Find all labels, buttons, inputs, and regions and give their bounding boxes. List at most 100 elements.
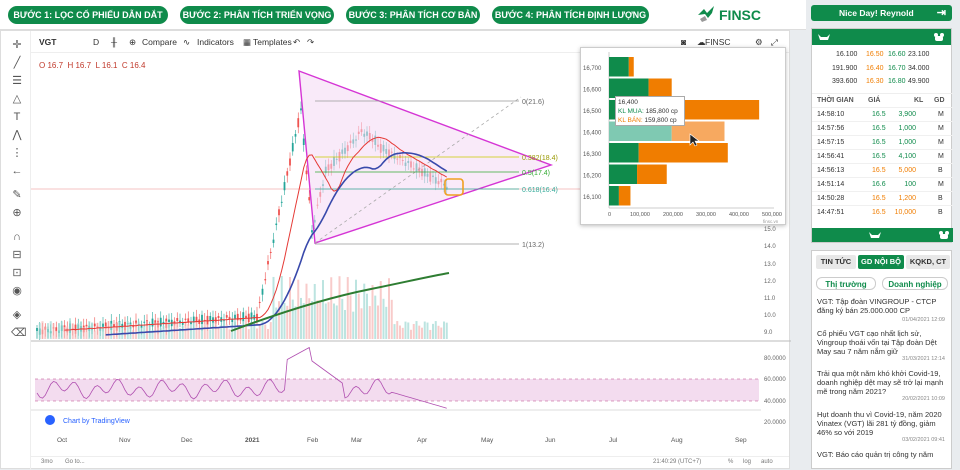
news-title[interactable]: VGT: Báo cáo quản trị công ty năm — [817, 450, 934, 459]
bid-price[interactable]: 16.50 — [866, 51, 884, 58]
tab-results[interactable]: KQKD, CT — [906, 255, 950, 269]
volume-bar — [385, 306, 388, 339]
eye-icon[interactable]: ◉ — [12, 285, 22, 297]
volume-bar — [319, 300, 322, 339]
step-3-button[interactable]: BƯỚC 3: PHÂN TÍCH CƠ BẢN — [346, 6, 480, 24]
trade-time: 14:57:15 — [817, 139, 845, 146]
camera-icon[interactable]: ◙ — [681, 37, 687, 47]
news-item[interactable]: Cổ phiếu VGT cạo nhất lịch sử, Vingroup … — [817, 329, 949, 356]
step-2-button[interactable]: BƯỚC 2: PHÂN TÍCH TRIỂN VỌNG — [180, 6, 334, 24]
bear-icon — [939, 231, 949, 239]
news-panel: TIN TỨC GD NỘI BỘ KQKD, CT Thị trường Do… — [811, 250, 952, 469]
step-4-button[interactable]: BƯỚC 4: PHÂN TÍCH ĐỊNH LƯỢNG — [492, 6, 649, 24]
rsi-line — [36, 346, 447, 409]
bid-price[interactable]: 16.30 — [866, 78, 884, 85]
fib-label-1: 1(13.2) — [522, 242, 544, 249]
back-arrow-icon[interactable]: ← — [11, 165, 23, 177]
magnet-icon[interactable]: ∩ — [13, 231, 21, 243]
news-title[interactable]: Trải qua một năm khó khởi Covid-19, doan… — [817, 369, 944, 396]
vp-sell-bar[interactable] — [618, 186, 631, 206]
percent-toggle[interactable]: % — [728, 459, 734, 465]
trade-side: B — [938, 209, 943, 216]
indicators-button[interactable]: Indicators — [197, 37, 234, 47]
news-item[interactable]: Trải qua một năm khó khởi Covid-19, doan… — [817, 369, 949, 396]
zoom-icon[interactable]: ⊕ — [12, 207, 22, 219]
candle-style-icon[interactable]: ╫ — [111, 37, 118, 47]
vp-buy-bar[interactable] — [609, 121, 672, 142]
tradingview-credit[interactable]: Chart by TradingView — [63, 418, 131, 425]
vp-sell-bar[interactable] — [638, 143, 728, 163]
brush-icon[interactable]: △ — [12, 93, 22, 105]
cloud-icon[interactable]: ☁ — [697, 37, 706, 47]
crosshair-icon[interactable]: ✛ — [12, 39, 22, 51]
compare-button[interactable]: Compare — [142, 37, 177, 47]
rsi-tick: 40.0000 — [764, 399, 786, 405]
news-item[interactable]: VGT: Tập đoàn VINGROUP - CTCP đăng ký bá… — [817, 297, 949, 315]
trade-vol: 1,000 — [898, 139, 916, 146]
news-item[interactable]: Hụt doanh thu vì Covid-19, năm 2020 Vina… — [817, 410, 949, 437]
bid-price[interactable]: 16.40 — [866, 65, 884, 72]
news-title[interactable]: Cổ phiếu VGT cạo nhất lịch sử, Vingroup … — [817, 329, 937, 356]
vp-buy-bar[interactable] — [609, 143, 639, 163]
tab-news[interactable]: TIN TỨC — [816, 255, 856, 269]
news-title[interactable]: VGT: Tập đoàn VINGROUP - CTCP đăng ký bá… — [817, 297, 937, 315]
subtab-enterprise[interactable]: Doanh nghiệp — [882, 277, 948, 290]
candle — [305, 170, 308, 175]
fib-icon[interactable]: ⋮ — [11, 147, 23, 159]
interval-button[interactable]: D — [93, 37, 100, 47]
volume-bar — [275, 307, 278, 339]
settings-icon[interactable]: ⚙ — [755, 37, 763, 47]
candle — [264, 279, 267, 281]
news-item[interactable]: VGT: Báo cáo quản trị công ty năm — [817, 450, 949, 459]
volume-bar — [63, 326, 66, 339]
fullscreen-icon[interactable]: ⤢ — [771, 37, 778, 47]
templates-button[interactable]: Templates — [253, 37, 292, 47]
vp-x-tick: 500,000 — [762, 212, 782, 218]
step-1-button[interactable]: BƯỚC 1: LỌC CỔ PHIẾU DẪN DẮT — [8, 6, 168, 24]
pattern-icon[interactable]: ⋀ — [12, 129, 22, 141]
volume-bar — [245, 324, 247, 339]
vp-sell-bar[interactable] — [637, 164, 667, 185]
tab-insider[interactable]: GD NỘI BỘ — [858, 255, 904, 269]
vp-buy-bar[interactable] — [609, 186, 619, 206]
highlight-box[interactable] — [444, 178, 464, 196]
volume-group — [36, 276, 448, 339]
undo-icon[interactable]: ↶ — [293, 37, 301, 47]
trade-side: M — [938, 139, 944, 146]
ask-price[interactable]: 16.80 — [888, 78, 906, 85]
goto-button[interactable]: Go to... — [65, 459, 85, 465]
lock-icon[interactable]: ⊟ — [12, 249, 22, 261]
candle — [132, 325, 135, 328]
ask-price[interactable]: 16.70 — [888, 65, 906, 72]
redo-icon[interactable]: ↷ — [307, 37, 315, 47]
vp-buy-bar[interactable] — [609, 78, 649, 99]
price-chart[interactable]: 0(21.6) 0.382(18.4) 0.5(17.4) 0.618(16.4… — [1, 31, 791, 470]
horizontal-lines-icon[interactable]: ☰ — [12, 75, 22, 87]
symbol-label[interactable]: VGT — [39, 37, 57, 47]
lock-all-icon[interactable]: ⊡ — [12, 267, 22, 279]
text-icon[interactable]: T — [13, 111, 21, 123]
volume-bar — [220, 325, 223, 339]
ask-price[interactable]: 16.60 — [888, 51, 906, 58]
trendline-icon[interactable]: ╱ — [13, 57, 21, 69]
logout-icon[interactable]: ⇥ — [936, 7, 946, 19]
layers-icon[interactable]: ◈ — [12, 309, 22, 321]
auto-toggle[interactable]: auto — [761, 459, 773, 465]
vp-buy-bar[interactable] — [609, 164, 638, 185]
trash-icon[interactable]: ⌫ — [11, 327, 27, 339]
news-title[interactable]: Hụt doanh thu vì Covid-19, năm 2020 Vina… — [817, 410, 942, 437]
subtab-market[interactable]: Thị trường — [816, 277, 876, 290]
candle — [187, 318, 190, 323]
volume-bar — [225, 324, 228, 339]
vp-sell-bar[interactable] — [628, 57, 634, 77]
vp-buy-bar[interactable] — [609, 57, 629, 77]
vp-sell-bar[interactable] — [648, 78, 672, 99]
range-3mo[interactable]: 3mo — [41, 459, 53, 465]
ruler-icon[interactable]: ✎ — [12, 189, 22, 201]
templates-icon: ▦ — [243, 37, 252, 47]
finsc-logo[interactable]: FINSC — [697, 5, 767, 25]
volume-bar — [368, 306, 371, 339]
price-tick: 14.0 — [764, 244, 776, 250]
vp-sell-bar[interactable] — [671, 121, 725, 142]
log-toggle[interactable]: log — [743, 459, 752, 465]
